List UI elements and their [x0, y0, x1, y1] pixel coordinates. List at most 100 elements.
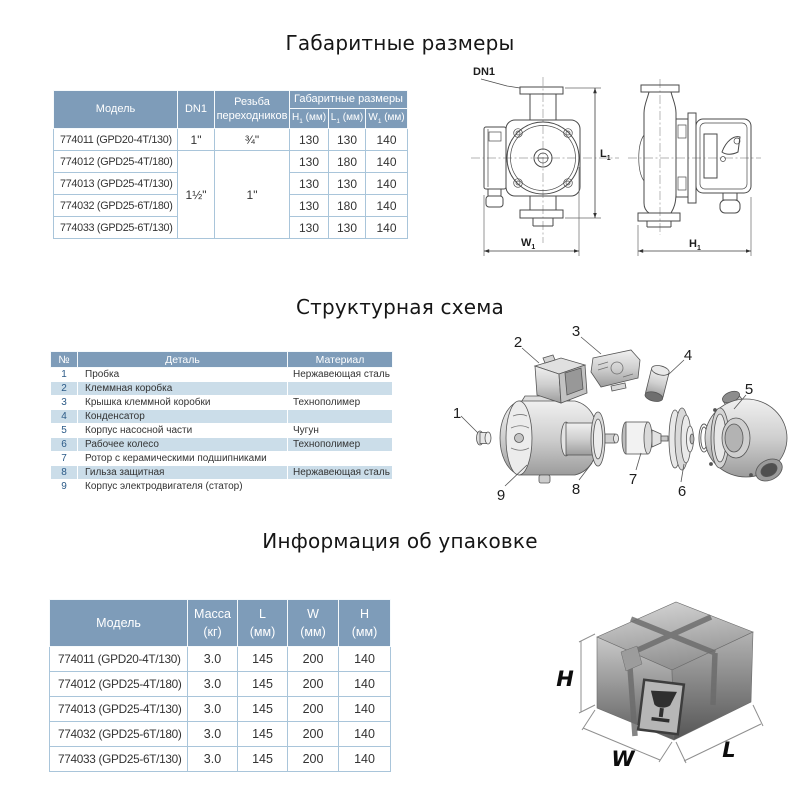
part-capacitor [644, 365, 670, 402]
pump-side-view-drawing: H1 [628, 79, 761, 256]
part-label-1: 1 [453, 405, 461, 422]
thread-merged-cell: 1" [214, 150, 290, 239]
model-cell: 774011 (GPD20-4T/130) [49, 646, 188, 672]
part-number-cell: 1 [50, 367, 78, 382]
part-terminal-cover [590, 349, 641, 392]
col-header-h1: H1 (мм) [289, 108, 329, 129]
parts-header-row: № Деталь Материал [50, 351, 393, 368]
model-cell: 774033 (GPD25-6T/130) [53, 216, 178, 239]
table-row: 4 Конденсатор [50, 409, 393, 424]
material-cell: Технополимер [287, 395, 393, 410]
bolt-holes [513, 128, 573, 188]
material-cell: Нержавеющая сталь [287, 367, 393, 382]
col-header-w1: W1 (мм) [364, 108, 409, 129]
part-label-9: 9 [497, 487, 505, 504]
col-header-model: Модель [53, 90, 178, 129]
w-cell: 200 [287, 646, 339, 672]
w-cell: 200 [287, 671, 339, 697]
part-number-cell: 9 [50, 479, 78, 494]
col-header-dn1: DN1 [177, 90, 215, 129]
material-cell [287, 479, 393, 494]
h1-cell: 130 [289, 216, 329, 239]
h-cell: 140 [338, 721, 391, 747]
part-name-cell: Рабочее колесо [77, 437, 288, 452]
w1-cell: 140 [364, 194, 409, 217]
table-row: 774033 (GPD25-6T/130) 3.0 145 200 140 [49, 746, 391, 772]
table-row: 774032 (GPD25-6T/180) 130 180 140 [53, 194, 409, 217]
part-label-4: 4 [684, 347, 692, 364]
dimensions-table: Модель DN1 Резьба переходников Габаритные… [53, 90, 409, 239]
part-name-cell: Корпус электродвигателя (статор) [77, 479, 288, 494]
exploded-number-labels: 1 2 3 4 5 6 7 8 9 [453, 323, 753, 504]
model-cell: 774013 (GPD25-4T/130) [49, 696, 188, 722]
part-number-cell: 7 [50, 451, 78, 466]
part-number-cell: 2 [50, 381, 78, 396]
w1-cell: 140 [364, 216, 409, 239]
l-cell: 145 [237, 721, 288, 747]
mass-cell: 3.0 [187, 721, 238, 747]
part-name-cell: Гильза защитная [77, 465, 288, 480]
table-row: 774011 (GPD20-4T/130) 1" ¾" 130 130 140 [53, 128, 409, 151]
table-row: 1 Пробка Нержавеющая сталь [50, 367, 393, 382]
part-shaft-sleeve [560, 411, 619, 467]
part-number-cell: 6 [50, 437, 78, 452]
fragile-glass-icon [636, 678, 686, 736]
w-cell: 200 [287, 746, 339, 772]
model-cell: 774012 (GPD25-4T/180) [53, 150, 178, 173]
w1-cell: 140 [364, 150, 409, 173]
table-row: 774012 (GPD25-4T/180) 1½" 1" 130 180 140 [53, 150, 409, 239]
table-row: 5 Корпус насосной части Чугун [50, 423, 393, 438]
dim-l1: L1 [565, 87, 611, 219]
parts-table: № Деталь Материал 1 Пробка Нержавеющая ста… [50, 351, 393, 494]
dn1-merged-cell: 1½" [177, 150, 215, 239]
thread-header-line1: Резьба [234, 96, 270, 109]
dim-w1: W1 [483, 167, 580, 256]
pump-dimension-drawings: DN1 [471, 66, 761, 256]
part-name-cell: Крышка клеммной коробки [77, 395, 288, 410]
w1-cell: 140 [364, 172, 409, 195]
l-cell: 145 [237, 671, 288, 697]
w-cell: 200 [287, 721, 339, 747]
material-cell: Технополимер [287, 437, 393, 452]
material-cell [287, 451, 393, 466]
part-pump-housing [704, 390, 788, 482]
section-title-structure: Структурная схема [295, 295, 504, 319]
col-header-mass: Масса (кг) [187, 599, 238, 647]
mass-cell: 3.0 [187, 671, 238, 697]
part-label-8: 8 [572, 481, 580, 498]
thread-header-line2: переходников [216, 109, 288, 122]
mass-cell: 3.0 [187, 696, 238, 722]
box-height-label: H [556, 667, 574, 691]
part-plug [476, 430, 492, 446]
exploded-view-drawing: 1 2 3 4 5 6 7 8 9 [453, 323, 788, 504]
h1-cell: 130 [289, 194, 329, 217]
h-cell: 140 [338, 696, 391, 722]
l-cell: 145 [237, 646, 288, 672]
model-cell: 774011 (GPD20-4T/130) [53, 128, 178, 151]
box-width-label: W [611, 747, 635, 771]
table-row: 774013 (GPD25-4T/130) 130 130 140 [53, 172, 409, 195]
col-header-width: W (мм) [287, 599, 339, 647]
section-title-dimensions: Габаритные размеры [285, 31, 515, 55]
h1-cell: 130 [289, 150, 329, 173]
l1-cell: 180 [328, 150, 366, 173]
h-cell: 140 [338, 746, 391, 772]
section-title-packaging: Информация об упаковке [262, 529, 538, 553]
col-header-height: H (мм) [338, 599, 391, 647]
part-name-cell: Пробка [77, 367, 288, 382]
material-cell [287, 381, 393, 396]
col-header-thread: Резьба переходников [214, 90, 290, 129]
col-header-part: Деталь [77, 351, 288, 368]
dim-h1: H1 [637, 197, 752, 256]
model-cell: 774013 (GPD25-4T/130) [53, 172, 178, 195]
h-cell: 140 [338, 671, 391, 697]
part-label-2: 2 [514, 334, 522, 351]
table-row: 774013 (GPD25-4T/130) 3.0 145 200 140 [49, 696, 391, 722]
model-cell: 774012 (GPD25-4T/180) [49, 671, 188, 697]
strap-fold [620, 645, 643, 672]
table-row: 9 Корпус электродвигателя (статор) [50, 479, 393, 494]
material-cell: Чугун [287, 423, 393, 438]
w1-cell: 140 [364, 128, 409, 151]
col-header-length: L (мм) [237, 599, 288, 647]
table-row: 8 Гильза защитная Нержавеющая сталь [50, 465, 393, 480]
